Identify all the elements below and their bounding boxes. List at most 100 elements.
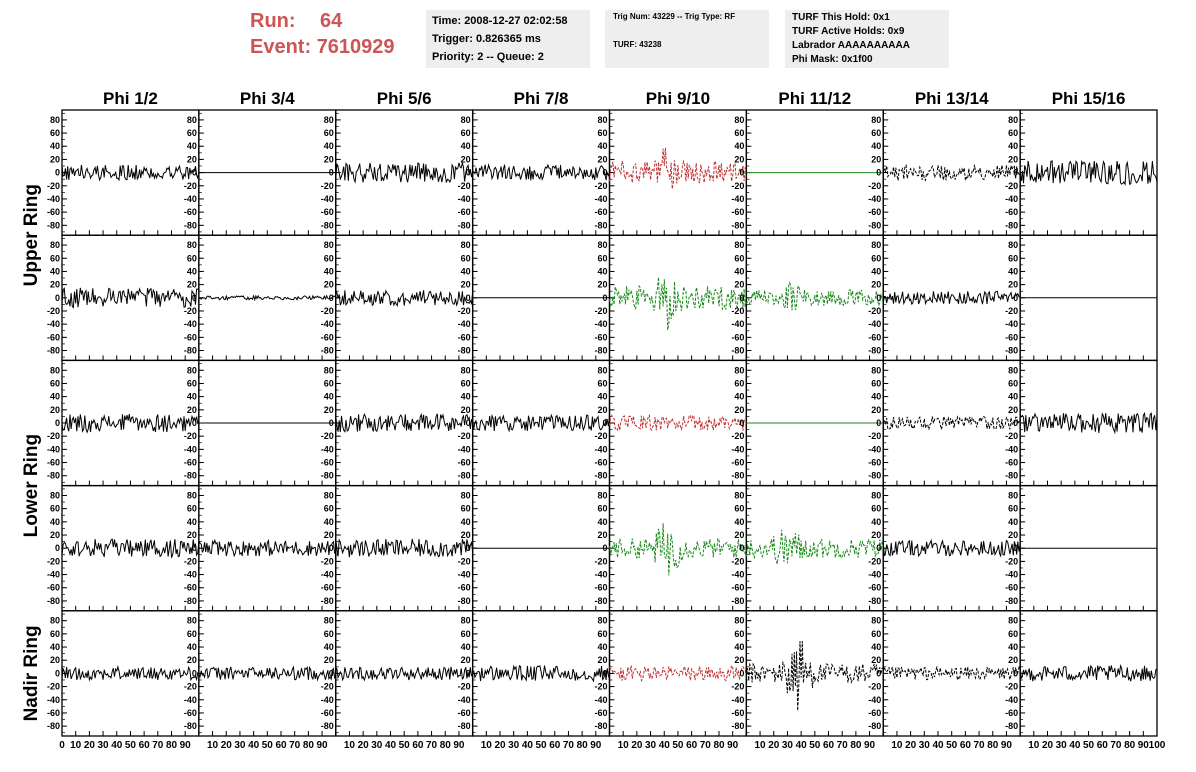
y-tick-label: 60 — [871, 128, 881, 138]
y-tick-label: 0 — [876, 168, 881, 178]
y-tick-label: -60 — [594, 583, 607, 593]
waveform-trace — [61, 286, 200, 309]
y-tick-label: 80 — [734, 115, 744, 125]
x-tick-label: 80 — [577, 740, 589, 751]
y-tick-label: -20 — [868, 306, 881, 316]
labrador-text: Labrador AAAAAAAAAA — [792, 40, 910, 51]
y-tick-label: 60 — [871, 378, 881, 388]
y-tick-label: -60 — [47, 207, 60, 217]
waveform-trace — [198, 538, 337, 558]
y-tick-label: 0 — [876, 418, 881, 428]
y-tick-label: -40 — [321, 570, 334, 580]
y-tick-label: 20 — [871, 530, 881, 540]
run-value: 64 — [320, 10, 343, 32]
y-tick-label: 20 — [50, 280, 60, 290]
y-tick-label: -80 — [1005, 220, 1018, 230]
y-tick-label: 60 — [597, 128, 607, 138]
y-tick-label: 40 — [871, 642, 881, 652]
panel-frame — [198, 234, 337, 362]
y-tick-label: -40 — [321, 319, 334, 329]
y-tick-label: -40 — [321, 194, 334, 204]
y-tick-label: 0 — [739, 543, 744, 553]
y-tick-label: 0 — [739, 168, 744, 178]
y-tick-label: -20 — [594, 306, 607, 316]
y-tick-label: 0 — [329, 543, 334, 553]
x-tick-label: 50 — [672, 740, 684, 751]
y-tick-label: -20 — [731, 431, 744, 441]
y-tick-label: 0 — [55, 168, 60, 178]
y-tick-label: -60 — [458, 207, 471, 217]
y-tick-label: 80 — [597, 115, 607, 125]
y-tick-label: 0 — [329, 293, 334, 303]
y-tick-label: 20 — [597, 530, 607, 540]
x-tick-label: 90 — [864, 740, 876, 751]
waveform-trace — [609, 147, 747, 189]
y-tick-label: -80 — [868, 346, 881, 356]
y-tick-label: -40 — [594, 319, 607, 329]
y-tick-label: -40 — [47, 695, 60, 705]
y-tick-label: 60 — [50, 253, 60, 263]
y-tick-label: -80 — [868, 596, 881, 606]
y-tick-label: 60 — [324, 128, 334, 138]
y-tick-label: -20 — [47, 682, 60, 692]
y-tick-label: 20 — [734, 405, 744, 415]
y-tick-label: -40 — [47, 444, 60, 454]
y-tick-label: 80 — [734, 240, 744, 250]
y-tick-label: 20 — [1008, 530, 1018, 540]
y-tick-label: 80 — [461, 365, 471, 375]
y-tick-label: -60 — [594, 708, 607, 718]
y-tick-label: 20 — [324, 280, 334, 290]
y-tick-label: -80 — [594, 721, 607, 731]
y-tick-label: -80 — [594, 346, 607, 356]
y-tick-label: 80 — [187, 365, 197, 375]
y-tick-label: -60 — [731, 332, 744, 342]
y-tick-label: -60 — [868, 708, 881, 718]
y-tick-label: 0 — [329, 418, 334, 428]
y-tick-label: 0 — [876, 543, 881, 553]
y-tick-label: -20 — [1005, 181, 1018, 191]
y-tick-label: 80 — [871, 365, 881, 375]
y-tick-label: 40 — [461, 266, 471, 276]
y-tick-label: -20 — [321, 181, 334, 191]
y-tick-label: 20 — [1008, 655, 1018, 665]
x-tick-label: 40 — [932, 740, 944, 751]
y-tick-label: 0 — [329, 168, 334, 178]
y-tick-label: 20 — [871, 655, 881, 665]
y-tick-label: 20 — [187, 280, 197, 290]
y-tick-label: -60 — [1005, 708, 1018, 718]
column-header: Phi 3/4 — [240, 89, 295, 108]
y-tick-label: 0 — [466, 418, 471, 428]
y-tick-label: 80 — [50, 490, 60, 500]
x-tick-label: 10 — [1028, 740, 1040, 751]
x-tick-label: 90 — [590, 740, 602, 751]
waveform-trace — [609, 413, 747, 432]
panel-frame — [745, 484, 884, 612]
y-tick-label: 40 — [187, 266, 197, 276]
y-tick-label: -80 — [184, 596, 197, 606]
x-tick-label: 10 — [891, 740, 903, 751]
y-tick-label: 0 — [602, 293, 607, 303]
x-tick-label: 70 — [700, 740, 712, 751]
y-tick-label: -40 — [458, 194, 471, 204]
x-tick-label: 90 — [317, 740, 329, 751]
x-tick-label: 90 — [180, 740, 192, 751]
y-tick-label: -40 — [184, 319, 197, 329]
y-tick-label: -20 — [321, 306, 334, 316]
y-tick-label: 0 — [602, 668, 607, 678]
x-tick-label: 50 — [125, 740, 137, 751]
y-tick-label: -20 — [594, 556, 607, 566]
y-tick-label: 80 — [1008, 490, 1018, 500]
x-tick-label: 80 — [1124, 740, 1136, 751]
y-tick-label: -20 — [731, 682, 744, 692]
y-tick-label: 40 — [324, 392, 334, 402]
y-tick-label: 0 — [192, 668, 197, 678]
y-tick-label: -80 — [321, 721, 334, 731]
y-tick-label: 0 — [466, 293, 471, 303]
y-tick-label: -60 — [184, 708, 197, 718]
y-tick-label: -20 — [184, 181, 197, 191]
y-tick-label: -80 — [731, 346, 744, 356]
phi-mask-text: Phi Mask: 0x1f00 — [792, 54, 873, 65]
y-tick-label: 40 — [597, 642, 607, 652]
run-event-box: Run: 64 Event: 7610929 — [250, 8, 420, 68]
y-tick-label: -60 — [731, 583, 744, 593]
